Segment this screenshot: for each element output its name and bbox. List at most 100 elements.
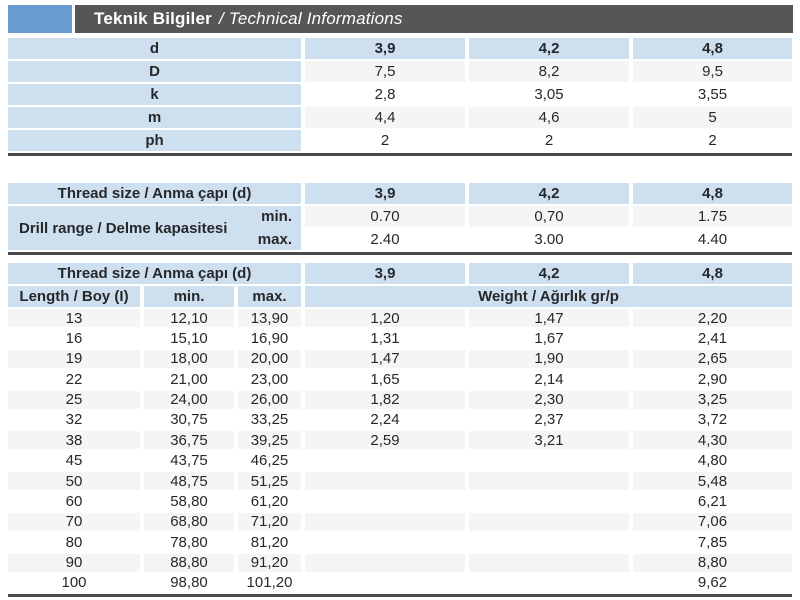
- weight-column-header: Weight / Ağırlık gr/p: [305, 286, 792, 307]
- length-row: 70 68,80 71,20 7,06: [8, 512, 792, 531]
- max-value-cell: 2.40: [370, 231, 400, 248]
- spec-row: ph 2 2 2: [8, 130, 792, 151]
- spec-row-label: m: [8, 107, 301, 128]
- weight-cell: 1,67: [534, 329, 564, 347]
- length-cell: 19: [8, 349, 140, 368]
- spec-row: d 3,9 4,2 4,8: [8, 38, 792, 59]
- title-bar: Teknik Bilgiler / Technical Informations: [8, 5, 793, 33]
- max-value-cell: 4.40: [697, 231, 728, 248]
- weight-cell: [305, 553, 465, 572]
- drill-range-label-cell: Drill range / Delme kapasitesi min. max.: [8, 206, 301, 250]
- weight-cell: 3,72: [697, 411, 728, 429]
- length-weight-table: Thread size / Anma çapı (d) 3,9 4,2 4,8 …: [8, 263, 792, 597]
- min-cell: 78,80: [170, 533, 208, 551]
- length-cell: 80: [65, 533, 83, 551]
- weight-cell: [305, 512, 465, 531]
- spec-value-cell: 3,9: [305, 38, 465, 59]
- length-row: 100 98,80 101,20 9,62: [8, 574, 792, 592]
- length-weight-table-body: 13 12,10 13,90 1,20 1,47 2,20 16 15,10 16,90 1,31…: [8, 309, 792, 592]
- max-cell: 26,00: [238, 390, 301, 409]
- dimensions-table-body: d 3,9 4,2 4,8 D 7,5 8,2 9,5 k 2,8 3,05 3,55 m 4,4 4,6 5…: [8, 38, 792, 151]
- weight-cell: 2,14: [534, 370, 564, 388]
- weight-cell: 1,31: [370, 329, 400, 347]
- min-cell: 18,00: [144, 349, 234, 368]
- thread-size-value-header: 3,9: [305, 183, 465, 204]
- weight-cell: 2,59: [305, 431, 465, 450]
- length-cell: 60: [65, 492, 83, 510]
- max-cell: 81,20: [250, 533, 289, 551]
- thread-size-header-row: Thread size / Anma çapı (d) 3,9 4,2 4,8: [8, 263, 792, 284]
- length-row: 22 21,00 23,00 1,65 2,14 2,90: [8, 370, 792, 388]
- thread-size-header-row: Thread size / Anma çapı (d) 3,9 4,2 4,8: [8, 183, 792, 204]
- spec-row: D 7,5 8,2 9,5: [8, 61, 792, 82]
- length-cell: 50: [8, 472, 140, 491]
- weight-cell: [469, 472, 629, 491]
- weight-cell: 3,25: [633, 390, 792, 409]
- drill-range-label: Drill range / Delme kapasitesi: [19, 219, 228, 237]
- thread-size-header-label: Thread size / Anma çapı (d): [8, 263, 301, 284]
- max-cell: 101,20: [246, 574, 293, 592]
- weight-cell: [469, 492, 629, 510]
- thread-size-value-header: 3,9: [305, 263, 465, 284]
- dimensions-table-bottom-border: [8, 153, 792, 156]
- spec-value-cell: 3,55: [697, 86, 728, 103]
- max-cell: 39,25: [238, 431, 301, 450]
- drill-range-body: Drill range / Delme kapasitesi min. max.…: [8, 206, 792, 250]
- column-header-row: Length / Boy (I) min. max. Weight / Ağır…: [8, 286, 792, 307]
- max-cell: 51,25: [238, 472, 301, 491]
- length-row: 16 15,10 16,90 1,31 1,67 2,41: [8, 329, 792, 347]
- weight-cell: 2,90: [697, 370, 728, 388]
- weight-cell: [469, 574, 629, 592]
- weight-cell: [469, 553, 629, 572]
- max-cell: 16,90: [250, 329, 289, 347]
- max-cell: 61,20: [250, 492, 289, 510]
- thread-size-header-label: Thread size / Anma çapı (d): [8, 183, 301, 204]
- weight-cell: 2,41: [697, 329, 728, 347]
- length-cell: 13: [8, 309, 140, 328]
- max-cell: 46,25: [250, 452, 289, 470]
- length-row: 38 36,75 39,25 2,59 3,21 4,30: [8, 431, 792, 450]
- min-cell: 48,75: [144, 472, 234, 491]
- weight-cell: 2,65: [633, 349, 792, 368]
- length-cell: 25: [8, 390, 140, 409]
- weight-cell: 1,47: [469, 309, 629, 328]
- spec-value-cell: 4,8: [633, 38, 792, 59]
- weight-cell: [305, 492, 465, 510]
- length-row: 45 43,75 46,25 4,80: [8, 452, 792, 470]
- length-row: 60 58,80 61,20 6,21: [8, 492, 792, 510]
- weight-cell: [469, 452, 629, 470]
- weight-cell: 8,80: [633, 553, 792, 572]
- length-cell: 38: [8, 431, 140, 450]
- spec-value-cell: 5: [633, 107, 792, 128]
- spec-row: k 2,8 3,05 3,55: [8, 84, 792, 105]
- weight-cell: [469, 512, 629, 531]
- length-cell: 16: [65, 329, 83, 347]
- weight-cell: 1,82: [305, 390, 465, 409]
- weight-cell: 7,06: [633, 512, 792, 531]
- max-cell: 71,20: [238, 512, 301, 531]
- min-cell: 88,80: [144, 553, 234, 572]
- length-row: 90 88,80 91,20 8,80: [8, 553, 792, 572]
- weight-cell: 3,21: [469, 431, 629, 450]
- spec-value-cell: 4,6: [469, 107, 629, 128]
- max-cell: 91,20: [238, 553, 301, 572]
- spec-value-cell: 2: [544, 132, 554, 149]
- min-cell: 12,10: [144, 309, 234, 328]
- thread-size-value-header: 4,8: [633, 183, 792, 204]
- length-row: 25 24,00 26,00 1,82 2,30 3,25: [8, 390, 792, 409]
- min-value-cell: 0.70: [305, 206, 465, 227]
- length-cell: 32: [65, 411, 83, 429]
- weight-cell: 2,30: [469, 390, 629, 409]
- spec-row-label: d: [8, 38, 301, 59]
- min-value-cell: 1.75: [633, 206, 792, 227]
- max-cell: 20,00: [238, 349, 301, 368]
- length-cell: 70: [8, 512, 140, 531]
- max-label: max.: [257, 231, 292, 248]
- min-cell: 43,75: [170, 452, 208, 470]
- max-cell: 23,00: [250, 370, 289, 388]
- length-row: 50 48,75 51,25 5,48: [8, 472, 792, 491]
- weight-cell: 1,47: [305, 349, 465, 368]
- weight-cell: 2,20: [633, 309, 792, 328]
- min-cell: 15,10: [170, 329, 208, 347]
- min-max-labels: min. max.: [258, 206, 292, 250]
